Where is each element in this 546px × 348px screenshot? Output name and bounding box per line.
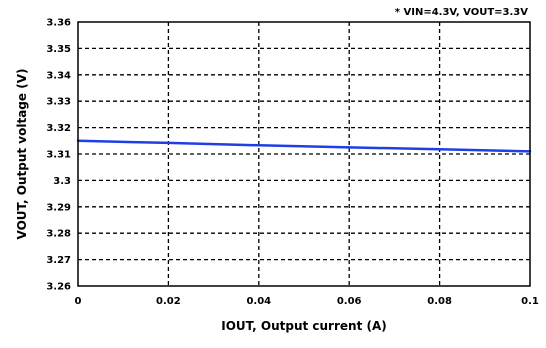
y-tick-label: 3.3 <box>53 176 71 187</box>
x-tick-label: 0 <box>75 296 82 307</box>
x-tick-labels: 0 0.02 0.04 0.06 0.08 0.1 <box>75 296 539 307</box>
y-tick-label: 3.36 <box>46 18 71 29</box>
y-tick-label: 3.34 <box>46 70 71 81</box>
y-tick-label: 3.35 <box>46 44 71 55</box>
y-tick-label: 3.32 <box>46 123 71 134</box>
y-tick-label: 3.28 <box>46 229 71 240</box>
x-tick-label: 0.02 <box>156 296 181 307</box>
y-axis-title: VOUT, Output voltage (V) <box>15 69 29 240</box>
series-line <box>76 139 532 153</box>
y-tick-label: 3.29 <box>46 202 71 213</box>
chart-annotation: * VIN=4.3V, VOUT=3.3V <box>395 7 528 18</box>
y-tick-label: 3.31 <box>46 150 71 161</box>
y-tick-label: 3.26 <box>46 282 71 293</box>
x-tick-label: 0.04 <box>246 296 271 307</box>
y-tick-label: 3.27 <box>46 255 71 266</box>
grid-lines <box>78 22 530 286</box>
x-tick-label: 0.1 <box>521 296 539 307</box>
y-tick-labels: 3.26 3.27 3.28 3.29 3.3 3.31 3.32 3.33 3.34 3.35 3… <box>46 18 71 293</box>
series-layer <box>76 139 532 153</box>
x-axis-title: IOUT, Output current (A) <box>221 319 387 333</box>
y-tick-label: 3.33 <box>46 97 71 108</box>
x-tick-label: 0.06 <box>337 296 362 307</box>
plot-frame <box>77 21 531 287</box>
x-tick-label: 0.08 <box>427 296 452 307</box>
